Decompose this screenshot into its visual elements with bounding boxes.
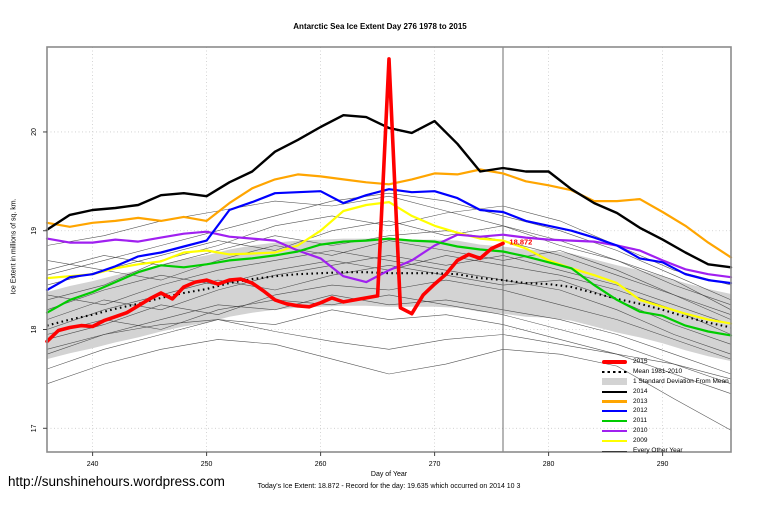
legend-row-2012: 2012 bbox=[602, 406, 729, 416]
legend-row-1-standard-deviation-from-mean: 1 Standard Deviation From Mean bbox=[602, 377, 729, 387]
footnote-today-extent: Today's Ice Extent: 18.872 - Record for … bbox=[257, 483, 521, 490]
x-tick-label: 250 bbox=[201, 461, 213, 468]
legend: 2015 Mean 1981-2010 1 Standard Deviation F… bbox=[602, 357, 729, 456]
legend-label: 2011 bbox=[633, 417, 647, 425]
legend-swatch-2009 bbox=[602, 439, 627, 443]
x-tick-label: 290 bbox=[657, 461, 669, 468]
plot-border bbox=[46, 46, 732, 453]
chart-title: Antarctic Sea Ice Extent Day 276 1978 to… bbox=[293, 22, 467, 31]
y-tick-label: 17 bbox=[31, 424, 38, 432]
every-other-year-line bbox=[46, 294, 732, 375]
legend-row-mean-1981-2010: Mean 1981-2010 bbox=[602, 367, 729, 377]
year-2013-line bbox=[45, 168, 733, 259]
legend-swatch-2011 bbox=[602, 420, 627, 423]
legend-swatch-2010 bbox=[602, 430, 627, 433]
legend-swatch-every-other-year bbox=[602, 450, 627, 452]
every-other-year-line bbox=[46, 319, 732, 380]
legend-label: Mean 1981-2010 bbox=[633, 367, 683, 375]
legend-label: 2014 bbox=[633, 387, 648, 395]
legend-swatch-2014 bbox=[602, 390, 627, 393]
x-tick-label: 240 bbox=[87, 461, 99, 468]
year-2015-line bbox=[45, 57, 505, 344]
legend-label: 2009 bbox=[633, 437, 648, 445]
every-other-year-line bbox=[46, 240, 732, 320]
every-other-year-line bbox=[46, 250, 732, 355]
legend-label: Every Other Year bbox=[633, 447, 683, 455]
std-deviation-band bbox=[47, 238, 731, 362]
x-tick-label: 270 bbox=[429, 461, 441, 468]
site-url: http://sunshinehours.wordpress.com bbox=[8, 474, 225, 489]
legend-row-2011: 2011 bbox=[602, 416, 729, 426]
every-other-year-line bbox=[46, 255, 732, 325]
legend-label: 2013 bbox=[633, 397, 648, 405]
legend-label: 2010 bbox=[633, 427, 648, 435]
every-other-year-line bbox=[46, 192, 732, 301]
legend-swatch-1-standard-deviation-from-mean bbox=[602, 378, 627, 386]
y-tick-label: 19 bbox=[31, 227, 38, 235]
today-extent-annotation: 18.872 bbox=[509, 238, 532, 247]
every-other-year-line bbox=[46, 339, 732, 431]
legend-label: 2015 bbox=[633, 358, 648, 365]
legend-swatch-2012 bbox=[602, 410, 627, 413]
every-other-year-line bbox=[46, 294, 732, 385]
legend-row-2015: 2015 bbox=[602, 357, 729, 367]
legend-swatch-mean-1981-2010 bbox=[602, 370, 627, 374]
y-axis-label: Ice Extent in millions of sq. km. bbox=[10, 198, 18, 295]
year-2011-line bbox=[45, 237, 733, 337]
x-tick-label: 260 bbox=[315, 461, 327, 468]
y-tick-label: 20 bbox=[31, 128, 38, 136]
every-other-year-line bbox=[46, 279, 732, 360]
legend-row-2010: 2010 bbox=[602, 426, 729, 436]
legend-row-every-other-year: Every Other Year bbox=[602, 446, 729, 456]
legend-row-2013: 2013 bbox=[602, 397, 729, 407]
year-2009-line bbox=[45, 201, 733, 325]
year-2012-line bbox=[45, 188, 733, 292]
legend-row-2014: 2014 bbox=[602, 387, 729, 397]
legend-row-2009: 2009 bbox=[602, 436, 729, 446]
legend-label: 2012 bbox=[633, 407, 648, 415]
legend-swatch-2015 bbox=[602, 360, 627, 364]
legend-swatch-2013 bbox=[602, 400, 627, 403]
year-2014-line bbox=[45, 113, 733, 269]
x-axis-label: Day of Year bbox=[370, 471, 408, 478]
legend-label: 1 Standard Deviation From Mean bbox=[633, 377, 729, 385]
y-tick-label: 18 bbox=[31, 326, 38, 334]
x-tick-label: 280 bbox=[543, 461, 555, 468]
